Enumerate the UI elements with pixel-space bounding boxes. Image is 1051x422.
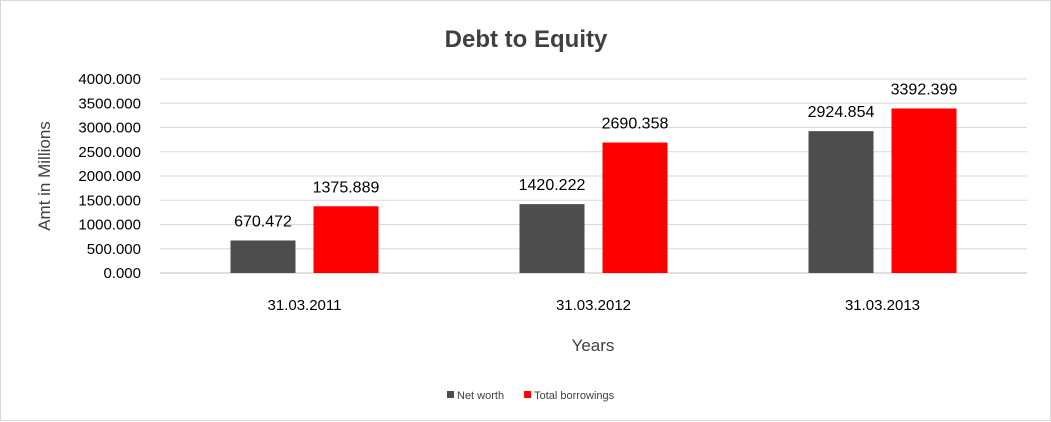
bar [313,206,379,273]
bar [602,142,668,273]
y-axis-title: Amt in Millions [35,121,54,231]
legend: Net worth Total borrowings [447,390,615,402]
gridlines [160,78,1027,274]
data-label: 2924.854 [808,104,875,121]
chart-title: Debt to Equity [445,26,608,53]
legend-swatch [447,391,454,398]
data-label: 670.472 [234,213,292,230]
data-label: 2690.358 [602,116,669,133]
x-axis-title: Years [572,336,615,355]
y-tick-label: 3000.000 [78,120,141,137]
data-label: 3392.399 [891,81,958,98]
y-tick-label: 1000.000 [78,217,141,234]
legend-swatch [524,391,532,398]
legend-label: Net worth [457,390,504,402]
bar [230,240,296,273]
y-tick-label: 500.000 [87,241,141,258]
y-tick-label: 4000.000 [78,71,141,88]
y-tick-label: 0.000 [103,265,141,282]
y-axis-ticks: 0.000 500.000 1000.000 1500.000 2000.000 2500… [78,71,141,282]
legend-label: Total borrowings [534,390,615,402]
x-category-label: 31.03.2011 [268,297,342,314]
data-label: 1375.889 [313,179,380,196]
y-tick-label: 3500.000 [78,95,141,112]
bar [808,131,874,273]
data-labels: 670.472 1375.889 1420.222 2690.358 2924.854 3… [234,81,957,230]
y-tick-label: 2500.000 [78,144,141,161]
data-label: 1420.222 [519,177,586,194]
y-tick-label: 2000.000 [78,168,141,185]
bar [519,204,585,273]
x-category-label: 31.03.2013 [845,297,920,314]
bar [891,108,957,273]
x-category-label: 31.03.2012 [556,297,631,314]
x-axis-categories: 31.03.2011 31.03.2012 31.03.2013 [268,297,921,314]
bars [230,108,957,273]
y-tick-label: 1500.000 [78,192,141,209]
